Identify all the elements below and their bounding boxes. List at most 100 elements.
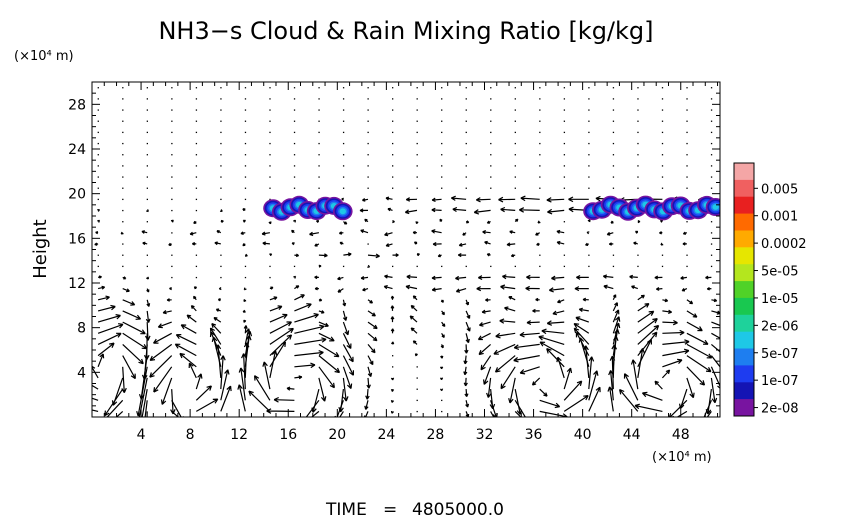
wind-vector-arrow xyxy=(362,287,369,292)
wind-vector-dot xyxy=(490,109,492,111)
wind-vector-dot xyxy=(465,120,467,122)
wind-vector-dot xyxy=(612,98,615,100)
wind-vector-arrow xyxy=(412,295,418,301)
wind-vector-dot xyxy=(97,142,99,145)
wind-vector-dot xyxy=(220,165,222,167)
wind-vector-dot xyxy=(171,232,173,234)
wind-vector-arrow xyxy=(510,253,516,258)
wind-vector-arrow xyxy=(294,313,319,323)
wind-vector-arrow xyxy=(603,284,614,290)
wind-vector-arrow xyxy=(146,276,149,280)
wind-vector-arrow xyxy=(710,355,720,368)
wind-vector-arrow xyxy=(367,299,374,304)
wind-vector-arrow xyxy=(342,344,354,363)
wind-vector-arrow xyxy=(240,231,246,235)
wind-vector-arrow xyxy=(342,299,347,307)
colorbar-swatch xyxy=(734,297,754,316)
wind-vector-dot xyxy=(122,187,124,189)
wind-vector-arrow xyxy=(659,219,663,223)
wind-vector-arrow xyxy=(525,285,540,292)
wind-vector-arrow xyxy=(106,399,124,417)
wind-vector-dot xyxy=(342,187,345,189)
wind-vector-arrow xyxy=(662,329,685,336)
wind-vector-arrow xyxy=(563,395,589,412)
wind-vector-dot xyxy=(146,265,148,268)
wind-vector-dot xyxy=(416,165,418,167)
wind-vector-arrow xyxy=(196,398,219,412)
wind-vector-dot xyxy=(342,176,345,178)
wind-vector-dot xyxy=(146,109,148,111)
wind-vector-dot xyxy=(171,98,173,100)
wind-vector-arrow xyxy=(218,286,222,291)
wind-vector-arrow xyxy=(705,275,712,280)
wind-vector-dot xyxy=(220,87,222,89)
wind-vector-dot xyxy=(392,120,394,122)
wind-vector-arrow xyxy=(588,370,599,401)
wind-vector-dot xyxy=(612,187,615,189)
wind-vector-dot xyxy=(612,131,615,134)
wind-vector-dot xyxy=(563,109,566,111)
wind-vector-dot xyxy=(122,154,124,156)
wind-vector-arrow xyxy=(498,196,516,203)
wind-vector-dot xyxy=(342,87,345,89)
wind-vector-dot xyxy=(171,165,173,167)
wind-vector-dot xyxy=(97,120,99,122)
wind-vector-arrow xyxy=(390,410,395,414)
wind-vector-arrow xyxy=(612,302,618,312)
wind-vector-dot xyxy=(220,131,222,134)
wind-vector-dot xyxy=(146,254,148,256)
wind-vector-dot xyxy=(342,165,345,167)
wind-vector-dot xyxy=(269,187,271,189)
wind-vector-arrow xyxy=(575,316,590,323)
wind-vector-dot xyxy=(661,187,664,189)
wind-vector-arrow xyxy=(463,355,468,365)
wind-vector-arrow xyxy=(410,304,418,312)
wind-vector-arrow xyxy=(220,369,230,401)
wind-vector-arrow xyxy=(463,377,468,387)
wind-vector-arrow xyxy=(535,232,540,236)
wind-vector-arrow xyxy=(508,296,516,301)
wind-vector-arrow xyxy=(551,275,565,281)
wind-vector-dot xyxy=(293,98,296,100)
wind-vector-arrow xyxy=(439,388,444,392)
wind-vector-dot xyxy=(269,98,271,100)
wind-vector-dot xyxy=(122,265,124,268)
wind-vector-arrow xyxy=(464,389,469,398)
wind-vector-arrow xyxy=(574,286,589,292)
wind-vector-arrow xyxy=(216,230,222,234)
wind-vector-arrow xyxy=(294,253,300,258)
wind-vector-arrow xyxy=(548,287,565,293)
x-tick-label: 36 xyxy=(525,427,543,443)
wind-vector-dot xyxy=(244,87,247,89)
wind-vector-dot xyxy=(686,98,688,100)
x-tick-label: 20 xyxy=(328,427,346,443)
wind-vector-dot xyxy=(416,176,418,178)
wind-vector-dot xyxy=(171,154,173,156)
wind-vector-arrow xyxy=(681,288,688,292)
wind-vector-dot xyxy=(195,154,198,156)
wind-vector-arrow xyxy=(486,220,491,224)
wind-vector-arrow xyxy=(706,411,712,417)
wind-vector-arrow xyxy=(309,231,320,237)
wind-vector-arrow xyxy=(122,321,146,335)
wind-vector-arrow xyxy=(294,375,303,380)
wind-vector-dot xyxy=(244,131,247,134)
wind-vector-dot xyxy=(637,87,639,89)
wind-vector-dot xyxy=(490,176,492,178)
wind-vector-arrow xyxy=(412,340,418,345)
wind-vector-dot xyxy=(661,120,664,122)
wind-vector-arrow xyxy=(588,386,601,412)
y-tick-label: 28 xyxy=(68,97,86,113)
wind-vector-arrow xyxy=(486,253,491,257)
wind-vector-dot xyxy=(514,154,516,156)
wind-vector-dot xyxy=(293,87,296,89)
wind-vector-arrow xyxy=(120,231,124,235)
wind-vector-arrow xyxy=(531,377,541,386)
wind-vector-dot xyxy=(661,98,664,100)
wind-vector-dot xyxy=(195,109,198,111)
wind-vector-dot xyxy=(686,154,688,156)
wind-vector-arrow xyxy=(92,409,99,412)
x-tick-label: 32 xyxy=(476,427,494,443)
wind-vector-dot xyxy=(710,109,713,111)
wind-vector-dot xyxy=(220,98,222,100)
